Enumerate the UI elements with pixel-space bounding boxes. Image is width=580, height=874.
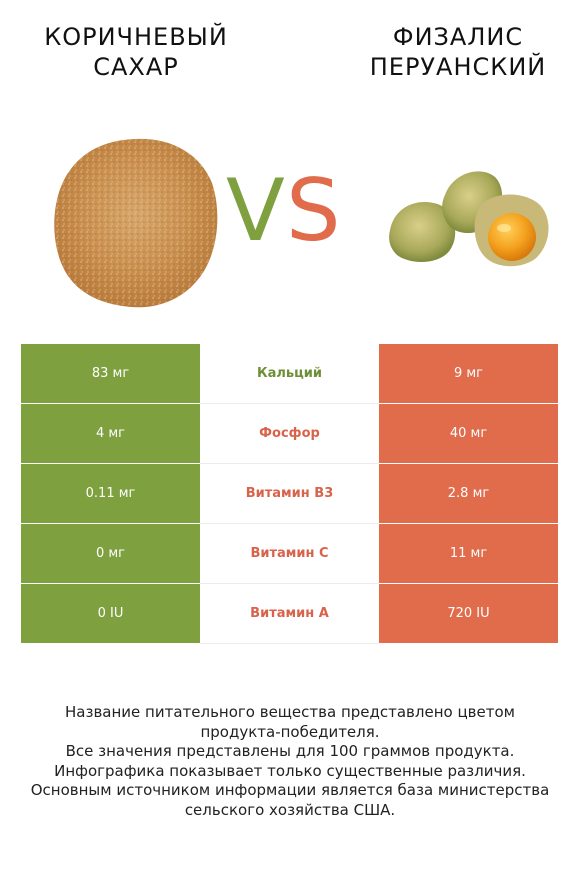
left-value-cell: 0 IU (21, 584, 200, 643)
table-row: 0.11 мг Витамин B3 2.8 мг (21, 464, 558, 524)
right-food-title: ФИЗАЛИС ПЕРУАНСКИЙ (333, 22, 580, 82)
right-value-cell: 9 мг (379, 344, 558, 403)
row-divider (200, 643, 379, 644)
nutrient-name-cell: Фосфор (259, 426, 320, 441)
right-food-title-line1: ФИЗАЛИС (392, 23, 524, 51)
left-value-cell: 4 мг (21, 404, 200, 463)
row-divider (200, 403, 379, 404)
nutrient-name-cell: Витамин C (250, 546, 329, 561)
vs-label: V S (222, 166, 352, 256)
footnote-line: продукта-победителя. (200, 722, 380, 741)
physalis-image (389, 171, 549, 267)
nutrient-name-cell: Кальций (257, 366, 322, 381)
row-divider (200, 583, 379, 584)
row-divider (200, 523, 379, 524)
left-food-title-line2: САХАР (93, 53, 179, 81)
right-food-title-line2: ПЕРУАНСКИЙ (369, 53, 547, 81)
nutrient-name-cell: Витамин A (250, 606, 329, 621)
footnote-line: Основным источником информации является … (30, 781, 550, 799)
left-food-title: КОРИЧНЕВЫЙ САХАР (11, 22, 261, 82)
table-row: 83 мг Кальций 9 мг (21, 344, 558, 404)
right-value-cell: 720 IU (379, 584, 558, 643)
left-value-cell: 0.11 мг (21, 464, 200, 523)
footnote-line: Инфографика показывает только существенн… (54, 761, 526, 780)
brown-sugar-image (54, 138, 218, 308)
table-row: 0 IU Витамин A 720 IU (21, 584, 558, 644)
vs-s-letter: S (286, 161, 341, 261)
table-row: 4 мг Фосфор 40 мг (21, 404, 558, 464)
right-value-cell: 2.8 мг (379, 464, 558, 523)
row-divider (200, 463, 379, 464)
right-value-cell: 11 мг (379, 524, 558, 583)
left-value-cell: 83 мг (21, 344, 200, 403)
left-value-cell: 0 мг (21, 524, 200, 583)
footnote-line: Все значения представлены для 100 граммо… (65, 742, 515, 760)
footnote: Название питательного вещества представл… (0, 703, 580, 820)
left-food-title-line1: КОРИЧНЕВЫЙ (44, 23, 228, 51)
footnote-line: Название питательного вещества представл… (65, 703, 515, 721)
nutrient-comparison-table: 83 мг Кальций 9 мг 4 мг Фосфор 40 мг 0.1… (21, 344, 558, 644)
nutrient-name-cell: Витамин B3 (245, 486, 334, 501)
table-row: 0 мг Витамин C 11 мг (21, 524, 558, 584)
vs-v-letter: V (226, 161, 285, 261)
right-value-cell: 40 мг (379, 404, 558, 463)
footnote-line: сельского хозяйства США. (184, 800, 396, 819)
